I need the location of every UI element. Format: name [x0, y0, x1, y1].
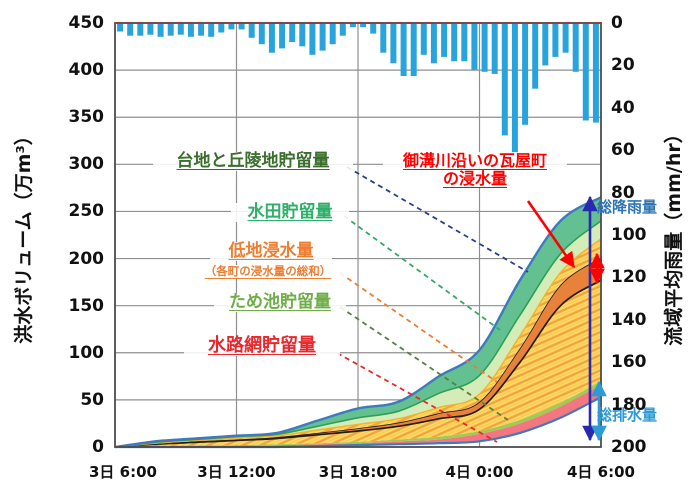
y-right-tick-80: 80: [611, 182, 635, 203]
y-left-tick-50: 50: [80, 389, 104, 410]
y-left-tick-400: 400: [68, 60, 105, 81]
y-right-tick-180: 180: [611, 394, 647, 415]
label-kawaraya-inundation: 御溝川沿いの瓦屋町 の浸水量: [383, 152, 567, 188]
label-total-drainage: 総排水量: [597, 406, 658, 424]
y-left-tick-450: 450: [68, 13, 105, 33]
x-tick-2: 3日 18:00: [318, 463, 398, 481]
leader-plateau: [346, 166, 529, 273]
y-right-tick-60: 60: [611, 140, 635, 161]
x-tick-3: 4日 0:00: [445, 463, 514, 481]
y-right-tick-140: 140: [611, 309, 647, 330]
label-plateau-hill-storage: 台地と丘陵地貯留量: [153, 151, 353, 172]
band-plateau-hill: [115, 197, 601, 447]
y-left-tick-150: 150: [68, 295, 105, 316]
y-right-tick-40: 40: [611, 97, 635, 118]
leader-lowland: [339, 272, 498, 383]
y-right-tick-120: 120: [611, 267, 647, 288]
label-kawaraya-line2: の浸水量: [442, 168, 507, 188]
label-lowland-inundation: 低地浸水量: [210, 241, 332, 262]
leader-pond: [339, 306, 509, 421]
leader-paddy: [343, 215, 501, 331]
y-left-tick-300: 300: [68, 154, 105, 175]
x-tick-1: 3日 12:00: [197, 463, 276, 481]
x-tick-4: 4日 6:00: [567, 463, 635, 481]
kawaraya-pointer-arrow: [526, 200, 576, 269]
y-left-tick-250: 250: [68, 201, 105, 222]
y-right-tick-0: 0: [611, 13, 623, 33]
y-axis-title-left: 洪水ボリューム（万m³）: [13, 126, 35, 344]
y-axis-title-right: 流域平均雨量（mm/hr）: [663, 124, 685, 346]
y-right-tick-200: 200: [611, 437, 647, 457]
y-right-tick-20: 20: [611, 55, 635, 76]
leader-channel: [336, 352, 498, 443]
x-tick-0: 3日 6:00: [89, 463, 157, 481]
label-paddy-storage: 水田貯留量: [231, 202, 349, 223]
label-channel-network-storage: 水路網貯留量: [184, 335, 340, 357]
y-right-tick-160: 160: [611, 352, 647, 373]
label-kawaraya-line1: 御溝川沿いの瓦屋町: [402, 151, 547, 170]
band-paddy: [115, 220, 601, 447]
label-lowland-inundation-sub: （各町の浸水量の総和）: [190, 265, 346, 278]
y-right-tick-100: 100: [611, 225, 647, 245]
y-left-tick-350: 350: [68, 107, 105, 128]
y-left-tick-0: 0: [92, 437, 104, 457]
line-total-rainfall: [114, 196, 602, 449]
label-pond-storage: ため池貯留量: [214, 292, 346, 313]
y-left-tick-200: 200: [68, 248, 105, 269]
line-lowland-top: [114, 238, 602, 448]
y-left-tick-100: 100: [68, 342, 105, 363]
rainfall-bars: [117, 23, 599, 157]
label-total-rainfall: 総降雨量: [597, 198, 658, 216]
